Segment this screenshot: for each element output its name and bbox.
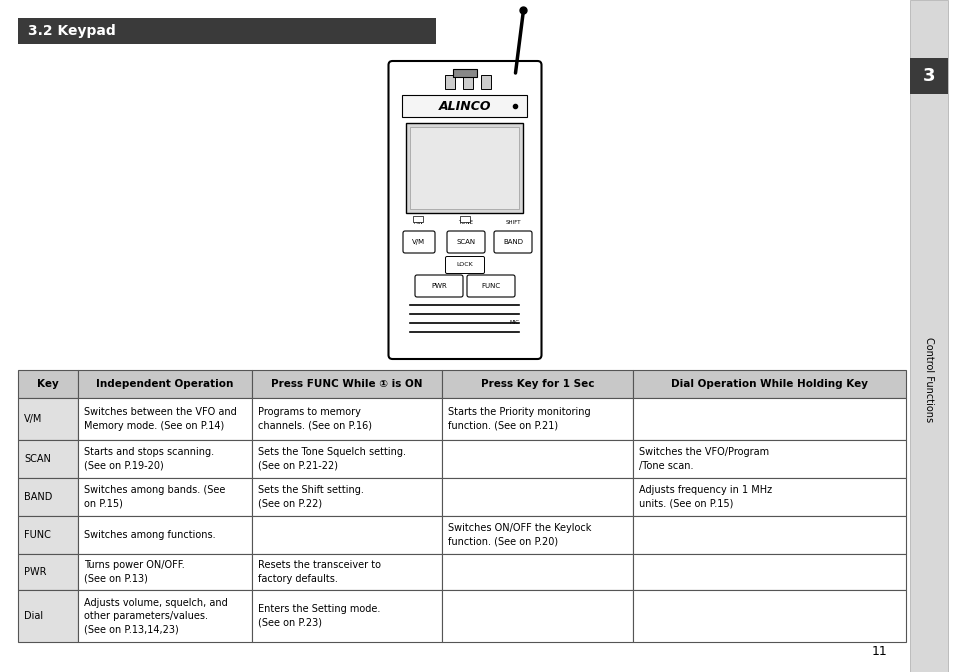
Bar bbox=[442, 516, 633, 554]
Bar bbox=[442, 590, 633, 642]
Bar bbox=[442, 478, 633, 516]
Text: Turns power ON/OFF.
(See on P.13): Turns power ON/OFF. (See on P.13) bbox=[84, 560, 185, 583]
Bar bbox=[413, 216, 422, 222]
Bar bbox=[444, 75, 455, 89]
Text: Adjusts volume, squelch, and
other parameters/values.
(See on P.13,14,23): Adjusts volume, squelch, and other param… bbox=[84, 598, 228, 634]
Text: TONE: TONE bbox=[458, 220, 473, 226]
Text: MW: MW bbox=[414, 220, 424, 226]
Text: SHIFT: SHIFT bbox=[505, 220, 520, 226]
Bar bbox=[453, 69, 476, 77]
Text: PWR: PWR bbox=[431, 283, 446, 289]
Bar bbox=[442, 370, 633, 398]
Text: FUNC: FUNC bbox=[24, 530, 51, 540]
Text: Switches between the VFO and
Memory mode. (See on P.14): Switches between the VFO and Memory mode… bbox=[84, 407, 237, 431]
Text: Resets the transceiver to
factory defaults.: Resets the transceiver to factory defaul… bbox=[257, 560, 380, 583]
Bar bbox=[18, 18, 436, 44]
Text: Starts the Priority monitoring
function. (See on P.21): Starts the Priority monitoring function.… bbox=[448, 407, 591, 431]
Text: Switches among bands. (See
on P.15): Switches among bands. (See on P.15) bbox=[84, 485, 226, 509]
Bar bbox=[252, 516, 442, 554]
Bar bbox=[18, 370, 78, 398]
Text: Dial Operation While Holding Key: Dial Operation While Holding Key bbox=[671, 379, 867, 389]
Bar bbox=[909, 0, 947, 672]
Text: Control Functions: Control Functions bbox=[923, 337, 933, 423]
Text: Enters the Setting mode.
(See on P.23): Enters the Setting mode. (See on P.23) bbox=[257, 604, 379, 628]
Bar bbox=[18, 398, 78, 440]
Text: ALINCO: ALINCO bbox=[438, 99, 491, 112]
Bar bbox=[78, 590, 252, 642]
Bar bbox=[480, 75, 491, 89]
Bar bbox=[462, 75, 473, 89]
Bar bbox=[18, 516, 78, 554]
Bar bbox=[406, 123, 523, 213]
Text: Adjusts frequency in 1 MHz
units. (See on P.15): Adjusts frequency in 1 MHz units. (See o… bbox=[639, 485, 772, 509]
Bar bbox=[78, 398, 252, 440]
Text: MIC: MIC bbox=[509, 321, 519, 325]
Text: 11: 11 bbox=[871, 645, 887, 658]
Bar bbox=[633, 478, 905, 516]
Text: Switches the VFO/Program
/Tone scan.: Switches the VFO/Program /Tone scan. bbox=[639, 448, 769, 470]
Bar bbox=[633, 554, 905, 590]
FancyBboxPatch shape bbox=[467, 275, 515, 297]
Bar bbox=[442, 398, 633, 440]
Bar bbox=[442, 440, 633, 478]
Bar bbox=[459, 216, 470, 222]
Text: BAND: BAND bbox=[502, 239, 522, 245]
Text: Switches ON/OFF the Keylock
function. (See on P.20): Switches ON/OFF the Keylock function. (S… bbox=[448, 523, 591, 546]
Text: Press Key for 1 Sec: Press Key for 1 Sec bbox=[480, 379, 594, 389]
Text: BAND: BAND bbox=[24, 492, 52, 502]
FancyBboxPatch shape bbox=[445, 257, 484, 274]
Bar bbox=[410, 127, 519, 209]
Text: FUNC: FUNC bbox=[481, 283, 500, 289]
FancyBboxPatch shape bbox=[447, 231, 484, 253]
Text: SCAN: SCAN bbox=[24, 454, 51, 464]
Text: 3.2 Keypad: 3.2 Keypad bbox=[28, 24, 115, 38]
Bar bbox=[633, 398, 905, 440]
FancyBboxPatch shape bbox=[494, 231, 532, 253]
Text: SCAN: SCAN bbox=[456, 239, 475, 245]
FancyBboxPatch shape bbox=[415, 275, 462, 297]
Text: V/M: V/M bbox=[24, 414, 42, 424]
Bar bbox=[633, 440, 905, 478]
Text: Switches among functions.: Switches among functions. bbox=[84, 530, 215, 540]
Text: Press FUNC While ① is ON: Press FUNC While ① is ON bbox=[271, 379, 422, 389]
Bar bbox=[18, 440, 78, 478]
Text: 3: 3 bbox=[922, 67, 934, 85]
Bar bbox=[633, 590, 905, 642]
Text: V/M: V/M bbox=[412, 239, 425, 245]
FancyBboxPatch shape bbox=[388, 61, 541, 359]
Bar bbox=[78, 478, 252, 516]
Bar bbox=[252, 478, 442, 516]
Bar bbox=[78, 516, 252, 554]
Bar bbox=[633, 370, 905, 398]
Bar bbox=[909, 58, 947, 94]
Bar bbox=[18, 590, 78, 642]
Bar bbox=[252, 398, 442, 440]
Text: LOCK: LOCK bbox=[456, 263, 473, 267]
Bar bbox=[252, 370, 442, 398]
Bar bbox=[633, 516, 905, 554]
Bar bbox=[18, 554, 78, 590]
Text: PWR: PWR bbox=[24, 567, 47, 577]
Text: Programs to memory
channels. (See on P.16): Programs to memory channels. (See on P.1… bbox=[257, 407, 371, 431]
Bar bbox=[18, 478, 78, 516]
Text: Key: Key bbox=[37, 379, 59, 389]
Text: Sets the Tone Squelch setting.
(See on P.21-22): Sets the Tone Squelch setting. (See on P… bbox=[257, 448, 405, 470]
Bar bbox=[78, 554, 252, 590]
FancyBboxPatch shape bbox=[402, 231, 435, 253]
Bar bbox=[78, 370, 252, 398]
Text: Independent Operation: Independent Operation bbox=[96, 379, 233, 389]
Bar bbox=[402, 95, 527, 117]
Text: Starts and stops scanning.
(See on P.19-20): Starts and stops scanning. (See on P.19-… bbox=[84, 448, 214, 470]
Bar bbox=[252, 440, 442, 478]
Bar bbox=[78, 440, 252, 478]
Bar bbox=[252, 590, 442, 642]
Bar bbox=[442, 554, 633, 590]
Text: Sets the Shift setting.
(See on P.22): Sets the Shift setting. (See on P.22) bbox=[257, 485, 363, 509]
Text: Dial: Dial bbox=[24, 611, 43, 621]
Bar bbox=[252, 554, 442, 590]
